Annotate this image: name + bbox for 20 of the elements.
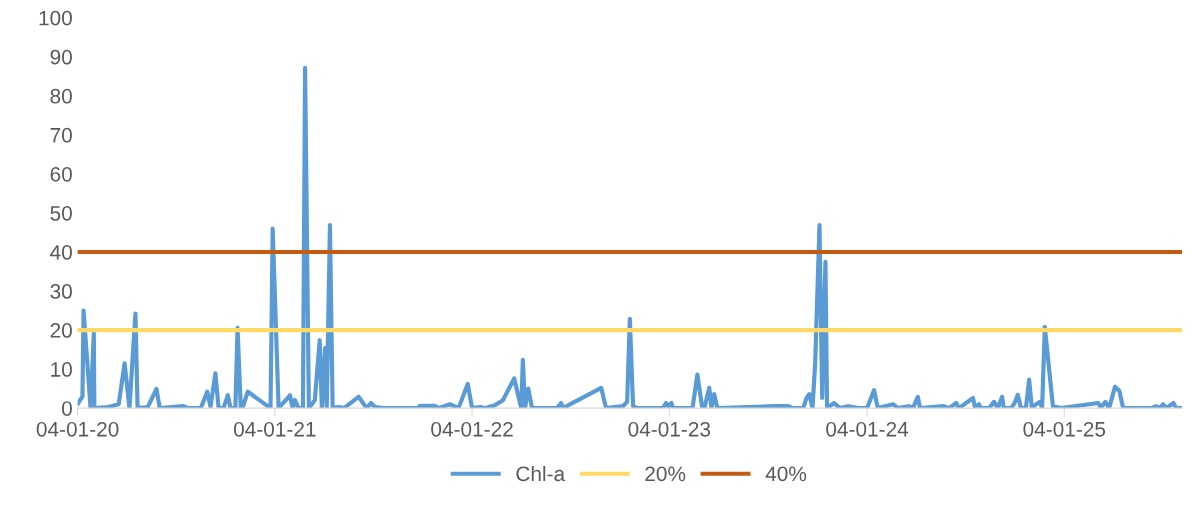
y-tick-label: 90 xyxy=(50,49,72,65)
x-tick-label: 04-01-21 xyxy=(233,421,316,437)
legend-label: 20% xyxy=(645,466,686,482)
y-tick-label: 20 xyxy=(50,323,72,338)
y-tick-label: 80 xyxy=(50,88,72,104)
x-tick-label: 04-01-20 xyxy=(36,421,119,437)
y-tick-label: 30 xyxy=(50,284,72,299)
y-tick-label: 50 xyxy=(50,205,72,221)
x-tick-label: 04-01-25 xyxy=(1023,421,1106,437)
legend-label: Chl-a xyxy=(516,465,566,482)
legend-label: 40% xyxy=(765,466,807,482)
y-tick-label: 0 xyxy=(61,401,72,416)
x-tick-label: 04-01-22 xyxy=(431,421,513,437)
y-tick-label: 60 xyxy=(50,166,72,182)
x-tick-label: 04-01-23 xyxy=(628,421,711,437)
y-tick-label: 70 xyxy=(50,127,72,143)
y-tick-label: 10 xyxy=(51,362,72,377)
x-tick-label: 04-01-24 xyxy=(826,421,909,437)
y-tick-label: 100 xyxy=(39,10,72,26)
y-tick-label: 40 xyxy=(50,244,72,260)
